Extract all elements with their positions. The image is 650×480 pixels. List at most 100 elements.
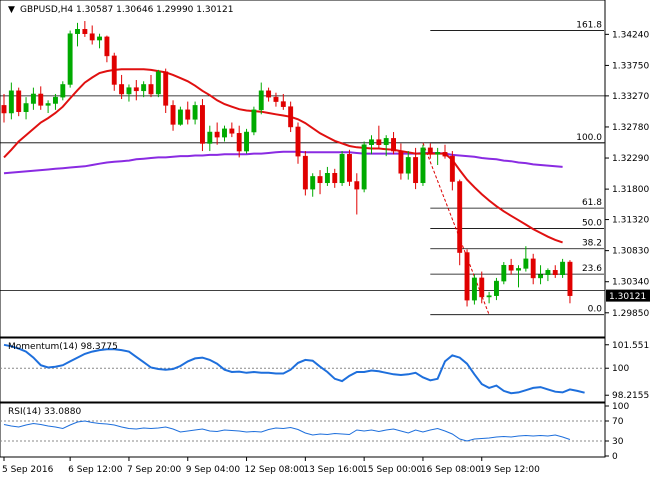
candle — [280, 93, 286, 110]
time-tick-label: 12 Sep 08:00 — [245, 465, 305, 475]
candle — [354, 173, 360, 215]
time-tick-label: 7 Sep 20:00 — [127, 465, 182, 475]
candle — [45, 100, 51, 113]
rsi-title: RSI(14) 33.0880 — [8, 407, 81, 417]
candle — [516, 265, 521, 288]
candle-body — [148, 84, 154, 95]
candle — [177, 106, 183, 126]
candle-body — [405, 157, 411, 174]
candle-body — [530, 258, 536, 279]
candle — [133, 80, 139, 101]
candle — [479, 271, 485, 304]
price-tick-label: 1.34240 — [612, 30, 649, 40]
candle-body — [82, 29, 88, 34]
candle-body — [347, 153, 352, 182]
candle — [332, 168, 338, 188]
candle-body — [163, 71, 169, 106]
candle-body — [97, 36, 102, 41]
moving-averages — [3, 68, 563, 244]
candle-body — [383, 138, 389, 145]
candle-body — [369, 139, 374, 145]
candle-body — [133, 87, 139, 92]
candle — [141, 81, 147, 98]
fib-level-label: 50.0 — [582, 218, 602, 228]
candle-body — [288, 106, 294, 128]
candle — [30, 87, 36, 110]
candle — [148, 74, 154, 98]
price-tick-label: 1.29850 — [612, 309, 649, 319]
ma-red-line — [3, 68, 563, 244]
candle — [229, 122, 235, 138]
candle — [369, 135, 374, 155]
candle — [163, 68, 169, 113]
candle — [471, 274, 477, 305]
candle — [427, 143, 433, 159]
candle — [545, 268, 551, 282]
candle-body — [192, 105, 198, 120]
fib-level-label: 61.8 — [582, 198, 602, 208]
time-tick-label: 6 Sep 12:00 — [68, 465, 123, 475]
candle-body — [442, 152, 448, 157]
candle-body — [560, 261, 566, 275]
candle-body — [280, 101, 286, 107]
candle-body — [30, 93, 36, 104]
price-tick-label: 1.30340 — [612, 278, 649, 288]
candle — [97, 33, 102, 49]
candle — [398, 143, 404, 180]
candle-body — [229, 128, 235, 134]
candle-body — [324, 173, 330, 184]
candle-body — [200, 105, 205, 144]
candle — [530, 253, 536, 285]
candle-body — [111, 55, 117, 85]
candle — [302, 151, 308, 196]
candle — [23, 97, 29, 120]
candle — [405, 151, 411, 180]
candle-body — [185, 109, 191, 120]
candle — [67, 30, 73, 88]
candle — [567, 260, 573, 304]
rsi-tick-label: 70 — [612, 417, 624, 427]
candle-body — [464, 252, 470, 301]
candle-body — [60, 84, 66, 98]
price-tick-label: 1.32290 — [612, 154, 649, 164]
candle-body — [8, 90, 14, 114]
candle-body — [141, 84, 147, 92]
rsi-panel: 100 70 30 0 RSI(14) 33.0880 — [0, 402, 629, 462]
candle — [119, 74, 125, 100]
candle — [376, 125, 382, 148]
price-axis: 1.34240 1.33750 1.33270 1.32780 1.32290 1.318… — [605, 30, 650, 319]
candle — [339, 151, 345, 186]
candle — [288, 101, 294, 133]
candle — [89, 25, 95, 45]
candle-body — [486, 295, 492, 298]
candle — [192, 101, 198, 125]
candle — [60, 81, 66, 101]
time-axis: 5 Sep 2016 6 Sep 12:00 7 Sep 20:00 9 Sep 04… — [2, 457, 540, 475]
fib-level-label: 23.6 — [582, 264, 602, 274]
candle-body — [45, 103, 51, 106]
candle — [347, 149, 352, 186]
candle — [236, 125, 242, 158]
candle — [155, 69, 161, 98]
candle — [75, 22, 80, 47]
candle — [16, 87, 22, 117]
candle — [494, 277, 499, 301]
candle-body — [23, 103, 29, 112]
candle — [317, 170, 323, 195]
candle-body — [457, 181, 463, 253]
candle — [111, 52, 117, 91]
candle-body — [38, 93, 44, 106]
candle-body — [413, 157, 419, 184]
rsi-plot: 100 70 30 0 — [0, 402, 629, 462]
momentum-tick-label: 98.2155 — [612, 391, 649, 401]
candle-body — [354, 181, 360, 190]
candle — [383, 135, 389, 157]
chart-header-arrow[interactable]: ▼ — [8, 5, 15, 15]
candle-body — [567, 261, 573, 296]
candle — [508, 258, 514, 275]
price-tick-label: 1.33750 — [612, 61, 649, 71]
fibonacci-levels: 161.8 100.0 61.8 50.0 38.2 23.6 0.0 — [0, 21, 605, 316]
candle-body — [538, 274, 543, 279]
candle — [442, 144, 448, 159]
